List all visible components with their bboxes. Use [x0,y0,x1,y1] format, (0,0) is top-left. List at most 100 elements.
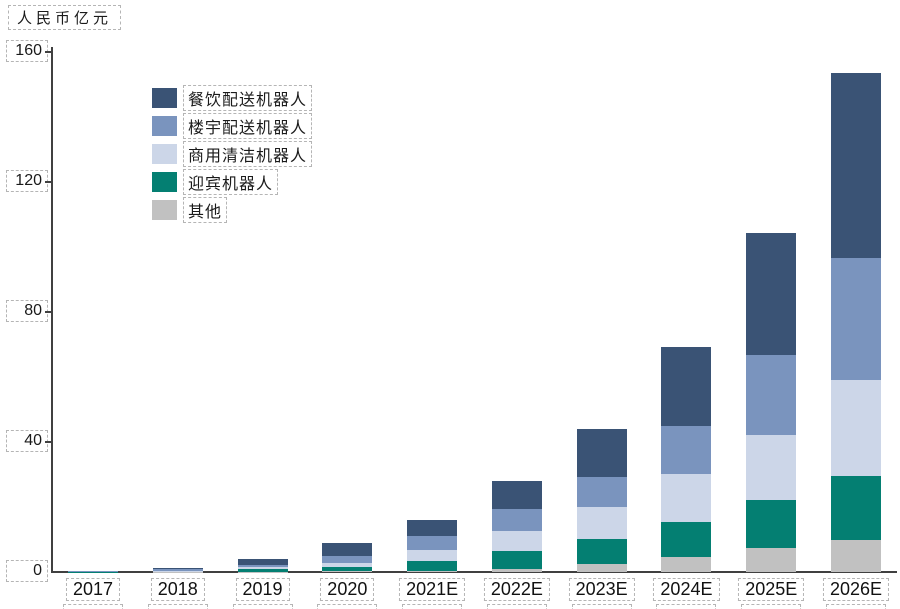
y-tick-label: 80 [6,300,48,322]
legend-swatch [152,200,177,220]
bar-2025E [746,233,797,572]
legend-swatch [152,116,177,136]
x-tick-label: 2018 [150,578,205,601]
bar-segment-2019 [237,568,288,572]
y-axis-line [51,47,53,573]
bar-segment-2017 [68,570,118,572]
bar-2024E [661,347,712,572]
bar-segment-2026E [831,258,882,381]
y-tick-label: 160 [6,40,48,62]
bar-segment-2019 [237,566,288,569]
x-tick-label: 2017 [65,578,121,601]
x-tick-label: 2025E [738,578,805,601]
bar-segment-2024E [661,521,712,558]
y-tick-mark [45,181,52,183]
bar-segment-2023E [576,477,627,507]
x-tick-label: 2021E [399,578,466,601]
bar-2017 [68,570,118,572]
bar-segment-2022E [491,569,542,572]
annotation-fragment [826,604,887,609]
bar-segment-2018 [152,567,203,570]
x-tick-label: 2024E [653,578,720,601]
bar-segment-2022E [491,508,542,532]
bar-segment-2025E [746,548,797,572]
legend-label: 楼宇配送机器人 [183,113,313,139]
y-tick-mark [45,51,52,53]
y-axis-unit-label: 人民币亿元 [8,5,122,30]
bar-segment-2024E [661,557,712,572]
legend-row: 其他 [152,197,228,223]
bar-segment-2025E [746,499,797,549]
annotation-fragment [63,604,123,609]
annotation-fragment [147,604,208,609]
annotation-fragment [741,604,802,609]
legend-label: 餐饮配送机器人 [183,85,313,111]
annotation-fragment [656,604,717,609]
bar-segment-2020 [322,571,373,572]
annotation-fragment [402,604,463,609]
legend-label: 其他 [183,197,228,223]
bar-segment-2023E [576,429,627,478]
bar-segment-2019 [237,564,288,567]
bar-segment-2026E [831,73,882,259]
bar-segment-2025E [746,354,797,435]
legend-swatch [152,172,177,192]
legend-row: 商用清洁机器人 [152,141,313,167]
bar-2021E [407,519,458,572]
annotation-fragment [232,604,293,609]
bar-segment-2023E [576,563,627,572]
bar-segment-2024E [661,347,712,427]
bar-segment-2018 [152,569,203,572]
y-tick-mark [45,311,52,313]
bar-segment-2026E [831,476,882,540]
bar-segment-2023E [576,538,627,564]
bar-segment-2020 [322,555,373,563]
legend-label: 商用清洁机器人 [183,141,313,167]
bar-2026E [831,73,882,572]
bar-segment-2019 [237,559,288,565]
y-tick-label: 120 [6,170,48,192]
x-tick-label: 2023E [568,578,635,601]
bar-segment-2024E [661,474,712,522]
y-tick-label: 0 [6,560,48,582]
legend-row: 迎宾机器人 [152,169,279,195]
bar-2018 [152,567,203,572]
annotation-fragment [486,604,547,609]
legend-label: 迎宾机器人 [183,169,279,195]
bar-segment-2020 [322,562,373,567]
bar-segment-2025E [746,233,797,355]
bar-segment-2021E [407,571,458,572]
legend-swatch [152,88,177,108]
y-tick-label: 40 [6,430,48,452]
bar-segment-2022E [491,551,542,570]
legend-swatch [152,144,177,164]
bar-segment-2020 [322,542,373,556]
x-tick-label: 2022E [483,578,550,601]
bar-2019 [237,559,288,572]
bar-segment-2025E [746,434,797,500]
bar-2020 [322,542,373,572]
bar-segment-2021E [407,550,458,562]
bar-segment-2022E [491,481,542,509]
bar-segment-2026E [831,380,882,477]
bar-segment-2023E [576,506,627,539]
bar-segment-2022E [491,531,542,552]
bar-segment-2021E [407,535,458,551]
bar-segment-2020 [322,566,373,572]
legend-row: 餐饮配送机器人 [152,85,313,111]
x-tick-label: 2020 [320,578,375,601]
x-tick-label: 2019 [235,578,290,601]
x-tick-label: 2026E [822,578,890,601]
bar-2022E [491,481,542,572]
x-axis-line [51,571,897,573]
annotation-fragment [317,604,378,609]
annotation-fragment [571,604,632,609]
bar-2023E [576,429,627,572]
bar-segment-2021E [407,519,458,536]
bar-segment-2021E [407,561,458,572]
bar-segment-2024E [661,426,712,475]
bar-segment-2026E [831,539,882,572]
y-tick-mark [45,441,52,443]
legend-row: 楼宇配送机器人 [152,113,313,139]
